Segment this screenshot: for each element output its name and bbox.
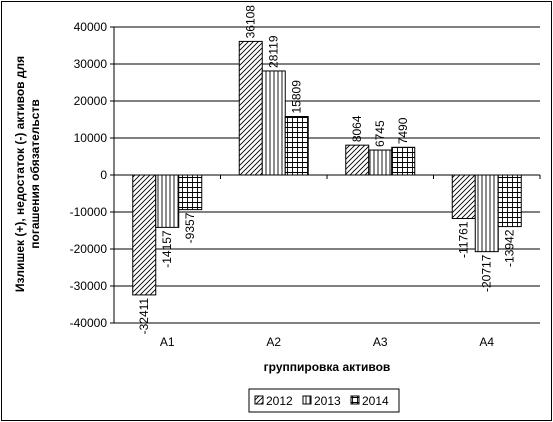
x-tick-label: А4 — [479, 335, 494, 349]
x-axis-title: группировка активов — [264, 360, 391, 374]
y-tick-label: -30000 — [70, 279, 108, 293]
y-axis-title-line-1: Излишек (+), недостаток (-) активов для — [13, 56, 27, 292]
x-tick-label: А2 — [266, 335, 281, 349]
legend-label-2014: 2014 — [362, 394, 389, 408]
bar-2014-1 — [284, 116, 309, 176]
bars — [132, 40, 522, 296]
bar-2012-1 — [238, 40, 263, 176]
data-label: -20717 — [480, 254, 494, 292]
bar-2014-3 — [497, 174, 522, 228]
bar-2013-0 — [155, 174, 180, 228]
bar-2013-3 — [474, 174, 499, 253]
y-tick-label: -40000 — [70, 316, 108, 330]
data-label: 8064 — [350, 115, 364, 142]
y-tick-label: 0 — [100, 168, 107, 182]
gridlines — [114, 26, 540, 324]
legend-label-2012: 2012 — [266, 394, 293, 408]
y-tick-label: 10000 — [74, 131, 108, 145]
data-labels: -32411 -14157 -9357 36108 28119 15809 8064 6745… — [137, 5, 517, 335]
bar-2013-1 — [261, 70, 286, 176]
data-label: -11761 — [457, 221, 471, 258]
y-tick-label: 40000 — [74, 20, 108, 34]
legend-swatch-2012 — [254, 395, 264, 405]
data-label: -14157 — [160, 230, 174, 268]
bar-2012-3 — [451, 174, 476, 220]
data-label: -13942 — [503, 229, 517, 267]
data-label: 28119 — [267, 35, 281, 68]
y-tick-label: -20000 — [70, 242, 108, 256]
legend-swatch-2013 — [302, 395, 312, 405]
y-tick-label: 30000 — [74, 57, 108, 71]
bar-2014-2 — [391, 146, 416, 176]
bar-2013-2 — [368, 149, 393, 176]
data-label: 6745 — [373, 120, 387, 147]
x-tick-label: А1 — [160, 335, 175, 349]
data-label: 15809 — [290, 80, 304, 114]
legend-swatch-2014 — [350, 395, 360, 405]
legend-label-2013: 2013 — [314, 394, 341, 408]
y-axis-title-line-2: погашения обязательств — [28, 99, 42, 248]
bar-2014-0 — [178, 174, 203, 211]
bar-2012-0 — [132, 174, 157, 296]
data-label: -9357 — [183, 212, 197, 243]
legend: 2012 2013 2014 — [248, 388, 400, 413]
data-label: -32411 — [137, 298, 151, 335]
bar-2012-2 — [345, 144, 370, 176]
legend-frame — [248, 388, 400, 413]
x-tick-label: А3 — [373, 335, 388, 349]
data-label: 7490 — [396, 117, 410, 144]
axes: -40000 -30000 -20000 -10000 0 10000 20000 30000… — [70, 20, 541, 349]
data-label: 36108 — [244, 5, 258, 39]
y-tick-label: -10000 — [70, 205, 108, 219]
y-tick-label: 20000 — [74, 94, 108, 108]
